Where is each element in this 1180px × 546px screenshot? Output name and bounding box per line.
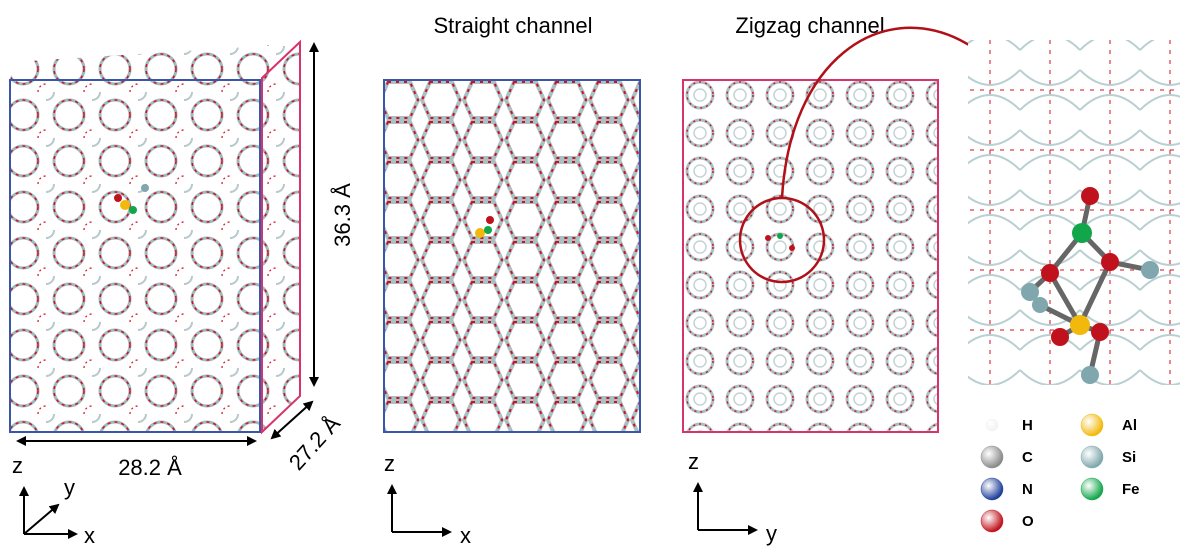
legend-swatch (981, 446, 1003, 468)
panel-straight: Straight channel z x (384, 13, 640, 546)
panel-title: Straight channel (434, 13, 593, 38)
lattice (10, 42, 300, 432)
axis-label: y (766, 521, 777, 546)
legend-swatch (981, 478, 1003, 500)
legend-label: C (1022, 449, 1033, 466)
width-label: 28.2 Å (118, 455, 182, 480)
panel-3d: 28.2 Å 36.3 Å 27.2 Å z y x (10, 42, 355, 546)
cluster-zoom (968, 40, 1180, 385)
legend-label: Al (1122, 417, 1137, 434)
axis-label: x (460, 523, 471, 546)
legend-swatch (1081, 446, 1103, 468)
axis-label: x (84, 523, 95, 546)
legend-label: Fe (1122, 481, 1140, 498)
axis-triad (392, 486, 450, 532)
axis-label: y (64, 475, 75, 500)
lattice (968, 40, 1180, 385)
legend-label: H (1022, 417, 1033, 434)
legend-label: Si (1122, 449, 1136, 466)
legend-label: N (1022, 481, 1033, 498)
legend-label: O (1022, 513, 1034, 530)
lattice (683, 80, 938, 432)
axis-triad (698, 484, 756, 530)
axis-label: z (12, 453, 23, 478)
panel-title: Zigzag channel (735, 13, 884, 38)
legend-swatch (1081, 478, 1103, 500)
lattice (384, 80, 640, 432)
legend-swatch (1081, 414, 1103, 436)
legend-swatch (981, 510, 1003, 532)
legend-swatch (986, 419, 998, 431)
axis-label: z (384, 451, 395, 476)
height-label: 36.3 Å (330, 183, 355, 247)
figure: 28.2 Å 36.3 Å 27.2 Å z y x Straight chan… (0, 0, 1180, 546)
axis-label: z (688, 449, 699, 474)
